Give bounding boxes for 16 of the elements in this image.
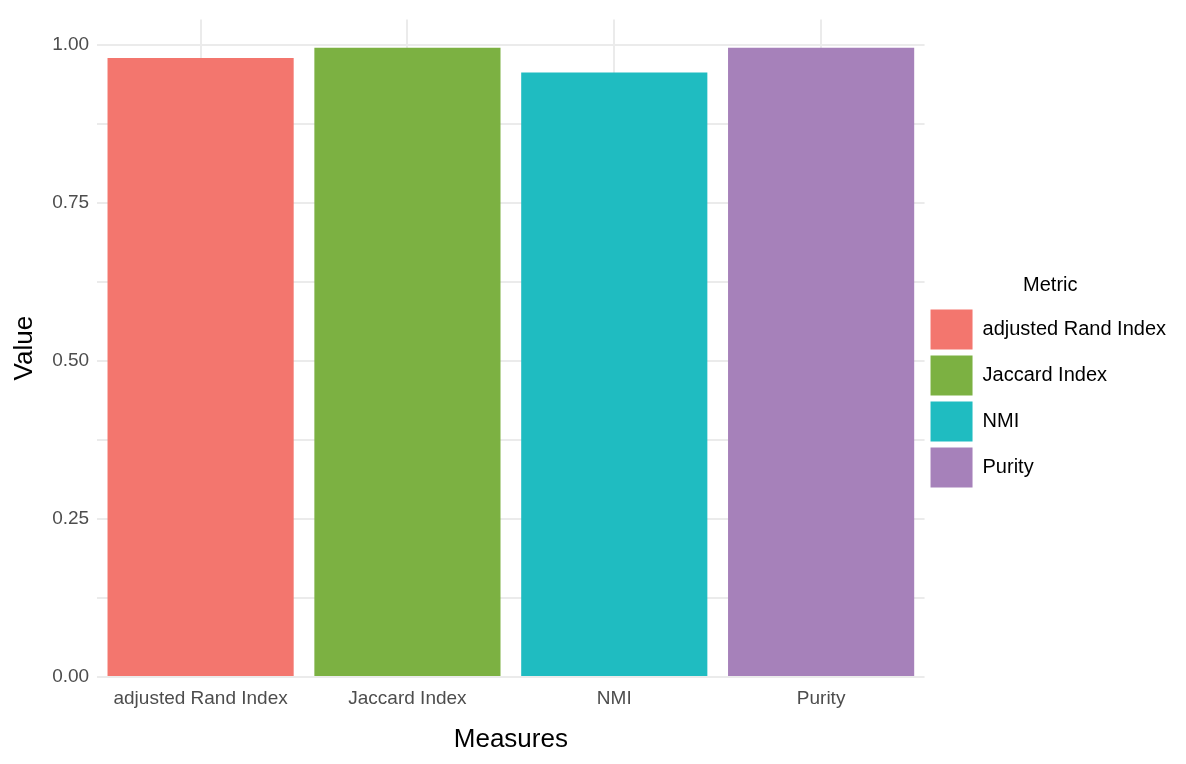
legend-label: NMI [982, 409, 1020, 432]
y-tick-label: 0.75 [52, 191, 90, 212]
x-axis-title: Measures [453, 722, 568, 753]
legend-label: Purity [982, 455, 1034, 478]
y-axis-title: Value [7, 315, 38, 381]
y-tick-label: 0.25 [52, 507, 90, 529]
x-tick-label: adjusted Rand Index [113, 686, 289, 708]
x-tick-label: Jaccard Index [348, 686, 468, 708]
y-tick-label: 0.50 [52, 349, 90, 371]
legend-label: Jaccard Index [982, 363, 1108, 386]
x-tick-label: NMI [596, 686, 632, 708]
legend-title: Metric [1023, 273, 1078, 296]
legend-label: adjusted Rand Index [982, 317, 1166, 340]
y-tick-label: 0.00 [52, 665, 90, 687]
x-tick-label: Purity [796, 686, 846, 708]
y-tick-label: 1.00 [52, 32, 90, 54]
